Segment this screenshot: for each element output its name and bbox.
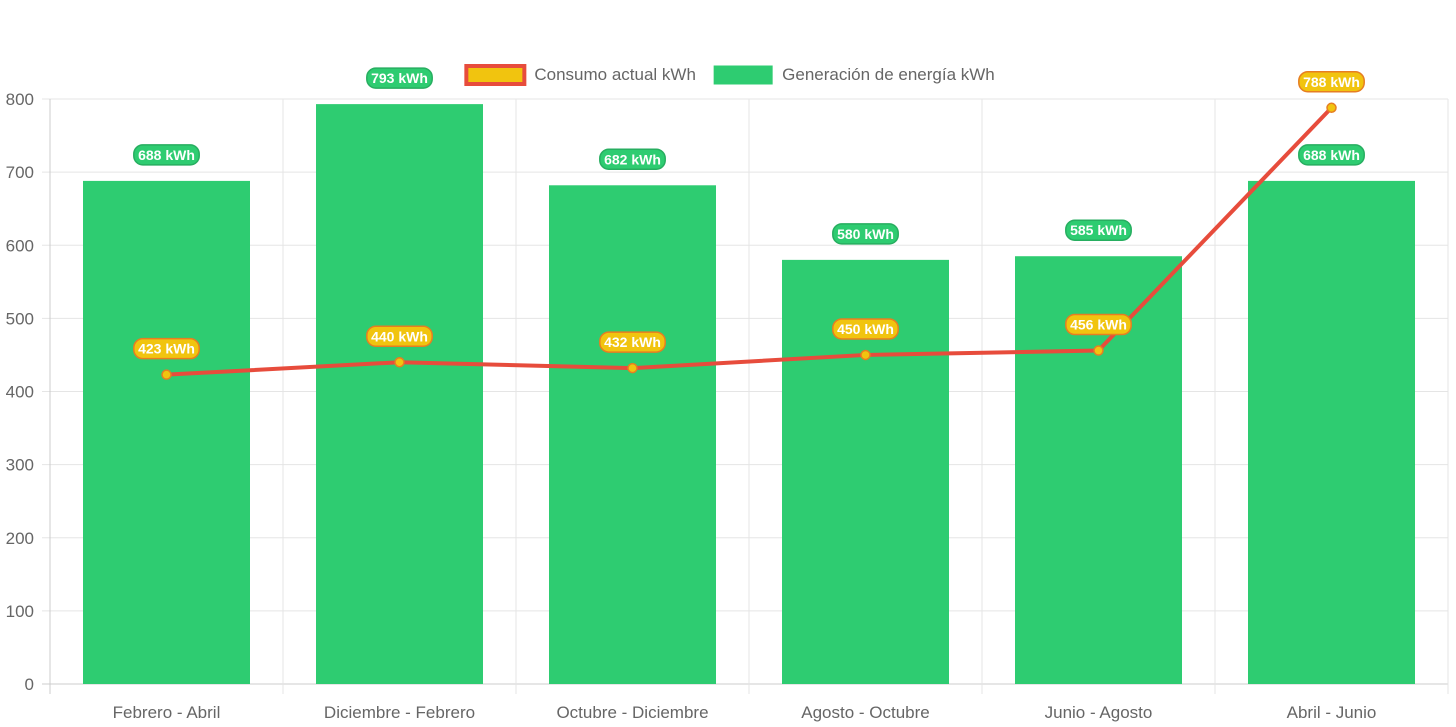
x-tick-label: Octubre - Diciembre xyxy=(556,703,708,722)
x-tick-label: Junio - Agosto xyxy=(1045,703,1153,722)
bar-value-label-bg xyxy=(133,144,200,166)
x-tick-label: Febrero - Abril xyxy=(113,703,221,722)
bar-value-label-bg xyxy=(599,148,666,171)
legend[interactable]: Consumo actual kWh Generación de energía … xyxy=(464,64,995,86)
point-consumo[interactable] xyxy=(860,349,871,361)
bar-generacion[interactable] xyxy=(1248,180,1415,684)
line-value-label-text: 432 kWh xyxy=(604,334,661,350)
bar-value-label-text: 580 kWh xyxy=(837,226,894,242)
grid xyxy=(42,98,1449,694)
line-value-label-bg xyxy=(366,325,433,347)
y-tick-label: 300 xyxy=(6,456,34,475)
legend-label: Consumo actual kWh xyxy=(534,65,696,84)
data-labels: 688 kWh 793 kWh 682 kWh 580 kWh 585 kWh 688 k… xyxy=(133,67,1365,360)
line-value-label-text: 456 kWh xyxy=(1070,317,1127,333)
legend-item[interactable]: Generación de energía kWh xyxy=(713,65,995,85)
legend-item[interactable]: Consumo actual kWh xyxy=(464,64,696,86)
line-value-label-bg xyxy=(1298,71,1365,93)
y-tick-label: 200 xyxy=(6,529,34,548)
line-value-label-text: 423 kWh xyxy=(138,341,195,357)
line-value-label: 450 kWh xyxy=(832,318,899,340)
line-value-label-bg xyxy=(599,331,666,353)
line-consumo xyxy=(166,106,1333,377)
legend-swatch xyxy=(713,65,773,85)
point-consumo[interactable] xyxy=(161,369,172,380)
axes: 0 100 200 300 400 500 600 700 800 Febrero - Abril… xyxy=(6,90,1377,722)
x-tick-label: Abril - Junio xyxy=(1287,703,1377,722)
y-tick-label: 600 xyxy=(6,236,34,255)
bar-value-label: 688 kWh xyxy=(133,144,200,166)
y-tick-label: 400 xyxy=(6,383,34,402)
y-tick-label: 0 xyxy=(25,675,34,694)
bar-generacion[interactable] xyxy=(549,185,716,684)
point-consumo[interactable] xyxy=(1326,102,1337,114)
y-tick-label: 100 xyxy=(6,602,34,621)
bar-value-label-bg xyxy=(1298,144,1365,166)
point-consumo[interactable] xyxy=(627,362,638,374)
line-value-label: 423 kWh xyxy=(133,337,200,360)
line-value-label-text: 450 kWh xyxy=(837,321,894,337)
y-tick-label: 700 xyxy=(6,163,34,182)
bar-value-label-text: 688 kWh xyxy=(1303,147,1360,163)
line-series xyxy=(161,102,1337,380)
line-value-label-bg xyxy=(832,318,899,340)
point-consumo[interactable] xyxy=(394,357,405,368)
legend-swatch xyxy=(464,64,527,86)
line-value-label: 432 kWh xyxy=(599,331,666,353)
line-value-label-bg xyxy=(1065,313,1132,336)
line-value-label: 788 kWh xyxy=(1298,71,1365,93)
bar-value-label: 682 kWh xyxy=(599,148,666,171)
line-value-label-text: 788 kWh xyxy=(1303,74,1360,90)
line-value-label-text: 440 kWh xyxy=(371,328,428,344)
bar-generacion[interactable] xyxy=(316,104,483,684)
x-tick-label: Diciembre - Febrero xyxy=(324,703,475,722)
y-tick-label: 500 xyxy=(6,309,34,328)
bar-value-label-text: 688 kWh xyxy=(138,147,195,163)
line-value-label: 456 kWh xyxy=(1065,313,1132,336)
bar-value-label-bg xyxy=(1065,219,1132,241)
bar-value-label-text: 682 kWh xyxy=(604,151,661,167)
bar-value-label-text: 793 kWh xyxy=(371,70,428,86)
legend-label: Generación de energía kWh xyxy=(782,65,995,84)
line-value-label-bg xyxy=(133,337,200,360)
bar-value-label-bg xyxy=(832,223,899,245)
bar-value-label-text: 585 kWh xyxy=(1070,222,1127,238)
y-tick-label: 800 xyxy=(6,90,34,109)
bar-value-label-bg xyxy=(366,67,433,89)
line-value-label: 440 kWh xyxy=(366,325,433,347)
bar-value-label: 580 kWh xyxy=(832,223,899,245)
point-consumo[interactable] xyxy=(1093,345,1104,356)
bar-value-label: 793 kWh xyxy=(366,67,433,89)
x-tick-label: Agosto - Octubre xyxy=(801,703,930,722)
bar-value-label: 585 kWh xyxy=(1065,219,1132,241)
bar-generacion[interactable] xyxy=(83,180,250,684)
bar-value-label: 688 kWh xyxy=(1298,144,1365,166)
